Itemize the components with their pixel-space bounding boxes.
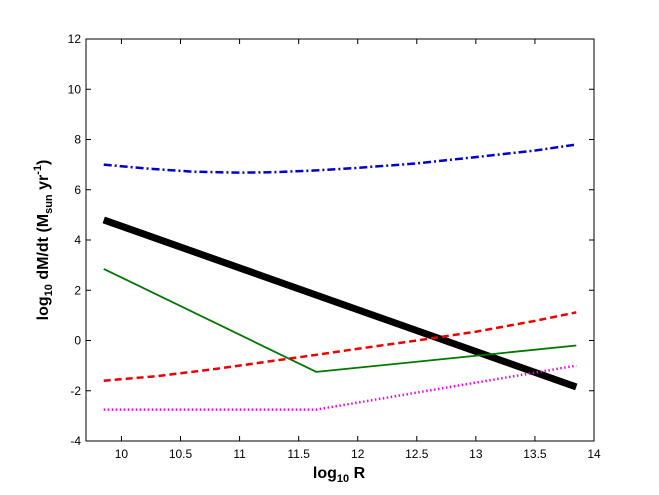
series-line-4 xyxy=(103,311,577,382)
y-tick-label-4: 4 xyxy=(74,233,81,247)
x-tick-label-6: 13 xyxy=(469,447,483,461)
series-line-3 xyxy=(103,268,577,373)
y-tick-label-3: 2 xyxy=(74,283,81,297)
x-tick-label-5: 12.5 xyxy=(405,447,429,461)
y-tick-label-0: -4 xyxy=(70,434,81,448)
axes-layer: 10 10.5 11 11.5 12 12.5 13 13.5 14 -4 -2 0 2 4 6 8 10 12 xyxy=(68,32,601,461)
x-axis-label: log10 R xyxy=(313,465,366,485)
y-tick-label-5: 6 xyxy=(74,183,81,197)
x-tick-label-2: 11 xyxy=(233,447,246,461)
x-tick-label-0: 10 xyxy=(115,447,129,461)
x-tick-label-3: 11.5 xyxy=(287,447,310,461)
y-tick-label-6: 8 xyxy=(74,133,81,147)
series-line-1 xyxy=(103,143,577,174)
y-tick-label-2: 0 xyxy=(74,334,81,348)
y-tick-label-1: -2 xyxy=(70,384,81,398)
series-layer xyxy=(102,143,578,411)
y-tick-label-7: 10 xyxy=(68,82,82,96)
series-line-5 xyxy=(103,364,577,411)
y-tick-label-8: 12 xyxy=(68,32,82,46)
x-tick-label-8: 14 xyxy=(587,447,601,461)
series-line-2 xyxy=(102,216,578,391)
x-tick-label-4: 12 xyxy=(351,447,365,461)
x-tick-label-7: 13.5 xyxy=(523,447,547,461)
y-axis-label: log10 dM/dt (Msun yr-1) xyxy=(32,160,55,321)
x-tick-label-1: 10.5 xyxy=(169,447,193,461)
